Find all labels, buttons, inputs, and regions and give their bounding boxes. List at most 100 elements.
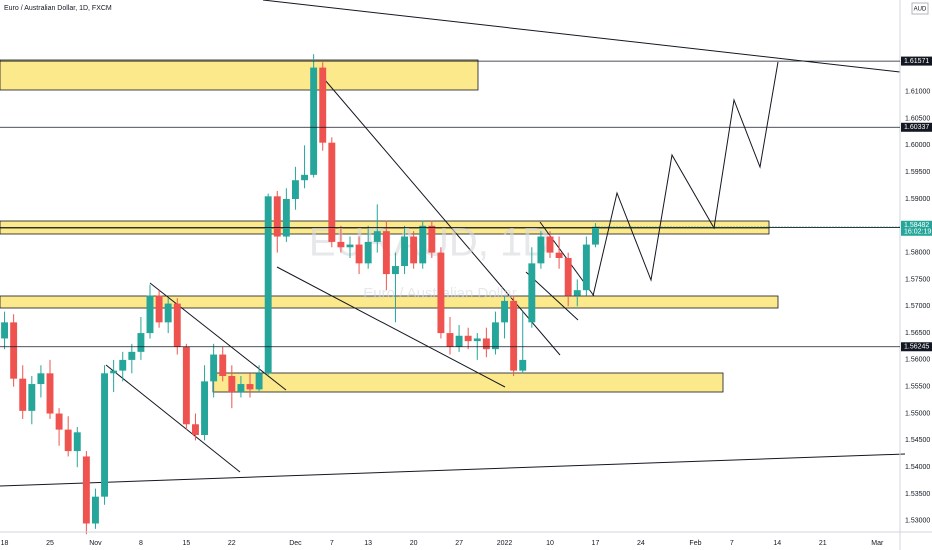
candle-body bbox=[292, 180, 299, 199]
x-tick-label: 24 bbox=[637, 540, 645, 547]
trendline bbox=[105, 364, 241, 473]
candle-body bbox=[301, 174, 308, 181]
y-tick-label: 1.55500 bbox=[905, 384, 930, 391]
candle-body bbox=[346, 244, 354, 248]
y-tick-label: 1.56500 bbox=[905, 330, 930, 337]
candle-body bbox=[155, 295, 163, 323]
candle-body bbox=[337, 241, 345, 248]
y-tick-label: 1.61000 bbox=[905, 89, 930, 96]
x-tick-label: 22 bbox=[228, 540, 236, 547]
candle-body bbox=[410, 236, 418, 264]
last-price-box bbox=[901, 220, 932, 236]
y-tick-label: 1.57500 bbox=[905, 276, 930, 283]
candle-body bbox=[128, 351, 136, 360]
y-tick-label: 1.59000 bbox=[905, 196, 930, 203]
x-tick-label: Nov bbox=[89, 540, 102, 547]
candle-body bbox=[164, 303, 172, 323]
candle-body bbox=[282, 198, 290, 237]
y-tick-label: 1.60500 bbox=[905, 115, 930, 122]
x-tick-label: 7 bbox=[730, 540, 734, 547]
plot bbox=[1, 54, 599, 535]
price-label-box bbox=[901, 122, 932, 132]
candle-body bbox=[501, 300, 508, 323]
candle-body bbox=[510, 300, 518, 371]
candle-body bbox=[55, 413, 63, 430]
candle-body bbox=[428, 225, 436, 253]
y-tick-label: 1.59500 bbox=[905, 169, 930, 176]
candle-body bbox=[446, 333, 454, 347]
candle-body bbox=[546, 236, 554, 253]
x-tick-label: 13 bbox=[364, 540, 372, 547]
candle-body bbox=[492, 322, 499, 350]
trendline bbox=[0, 453, 906, 487]
price-label-box bbox=[901, 342, 932, 352]
price-label: 1.60337 bbox=[904, 124, 929, 131]
candle-body bbox=[537, 236, 545, 264]
candle-body bbox=[473, 338, 481, 342]
candle-body bbox=[228, 375, 236, 393]
candle-body bbox=[419, 225, 427, 264]
x-tick-label: 14 bbox=[773, 540, 781, 547]
candle-body bbox=[355, 244, 363, 264]
x-tick-label: 20 bbox=[410, 540, 418, 547]
candle-body bbox=[137, 333, 145, 352]
y-tick-label: 1.55000 bbox=[905, 410, 930, 417]
price-label: 1.56245 bbox=[904, 344, 929, 351]
candle-body bbox=[382, 231, 390, 275]
candle-body bbox=[219, 354, 227, 376]
candle-body bbox=[264, 196, 272, 374]
trendline bbox=[149, 282, 287, 391]
x-tick-label: 25 bbox=[46, 540, 54, 547]
candle-body bbox=[401, 236, 408, 267]
candle-body bbox=[10, 322, 18, 379]
candle-body bbox=[273, 196, 281, 237]
candle-body bbox=[455, 335, 463, 347]
x-tick-label: 2022 bbox=[497, 540, 513, 547]
drawings bbox=[0, 0, 906, 487]
candle-body bbox=[110, 370, 118, 374]
projection-path bbox=[592, 61, 779, 297]
x-tick-label: 21 bbox=[819, 540, 827, 547]
candle-body bbox=[19, 378, 27, 411]
candle-body bbox=[582, 244, 590, 291]
candle-body bbox=[392, 266, 399, 275]
candle-body bbox=[437, 252, 445, 334]
x-tick-label: Dec bbox=[289, 540, 302, 547]
trendline bbox=[324, 79, 561, 356]
demand-zone bbox=[212, 372, 724, 393]
x-tick-label: Mar bbox=[871, 540, 884, 547]
candle-body bbox=[255, 373, 263, 390]
trendline bbox=[276, 266, 506, 388]
candle-body bbox=[464, 335, 472, 342]
candle-body bbox=[310, 67, 318, 175]
countdown: 16:02:19 bbox=[904, 229, 931, 236]
candle-body bbox=[173, 303, 181, 347]
candle-body bbox=[528, 263, 536, 323]
candle-body bbox=[555, 252, 563, 258]
candle-body bbox=[1, 322, 8, 339]
candle-body bbox=[373, 231, 381, 242]
candle-body bbox=[146, 295, 154, 334]
x-tick-label: 10 bbox=[546, 540, 554, 547]
y-tick-label: 1.54500 bbox=[905, 437, 930, 444]
zone bbox=[0, 295, 779, 309]
candle-body bbox=[482, 338, 490, 350]
currency-box bbox=[911, 2, 929, 15]
candle-body bbox=[73, 432, 81, 452]
candle-body bbox=[192, 424, 199, 435]
price-label: 1.61571 bbox=[904, 58, 929, 65]
y-tick-label: 1.53000 bbox=[905, 518, 930, 525]
currency: AUD bbox=[914, 7, 927, 13]
candle-body bbox=[364, 241, 372, 264]
candle-body bbox=[201, 381, 208, 435]
candle-body bbox=[64, 429, 72, 452]
candle-body bbox=[101, 373, 108, 497]
candle-body bbox=[564, 257, 572, 296]
candle-body bbox=[182, 346, 190, 425]
x-tick-label: Feb bbox=[689, 540, 701, 547]
candle-body bbox=[592, 226, 599, 245]
x-tick-label: 7 bbox=[330, 540, 334, 547]
price-label-box bbox=[901, 56, 932, 66]
last-price-label: 1.58482 bbox=[904, 222, 929, 229]
